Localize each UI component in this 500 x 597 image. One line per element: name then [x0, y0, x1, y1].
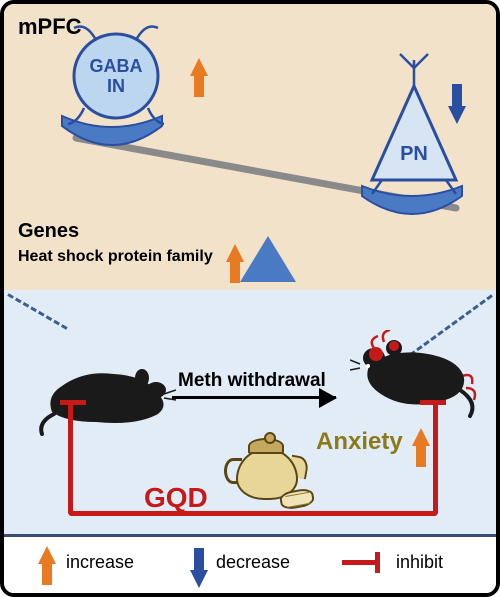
legend-increase-label: increase — [66, 552, 134, 573]
meth-withdrawal-arrow-icon — [172, 396, 336, 399]
genes-label: Genes — [18, 220, 79, 243]
legend-increase-arrow-icon — [38, 546, 56, 564]
hsp-increase-arrow-icon — [226, 244, 244, 262]
hsp-label: Heat shock protein family — [18, 248, 213, 266]
gaba-increase-arrow-icon — [190, 58, 208, 76]
pn-decrease-arrow-icon — [448, 106, 466, 124]
gqd-label: GQD — [144, 482, 208, 514]
svg-text:IN: IN — [107, 76, 125, 96]
meth-withdrawal-label: Meth withdrawal — [178, 370, 326, 392]
pn-text: PN — [400, 143, 428, 165]
teapot-lid — [248, 438, 284, 454]
legend-inhibit-icon — [342, 560, 378, 565]
seesaw-fulcrum — [240, 236, 296, 282]
legend-decrease-label: decrease — [216, 552, 290, 573]
gaba-in-text: GABA — [90, 56, 143, 76]
legend-inhibit-label: inhibit — [396, 552, 443, 573]
legend-decrease-arrow-icon — [190, 570, 208, 588]
